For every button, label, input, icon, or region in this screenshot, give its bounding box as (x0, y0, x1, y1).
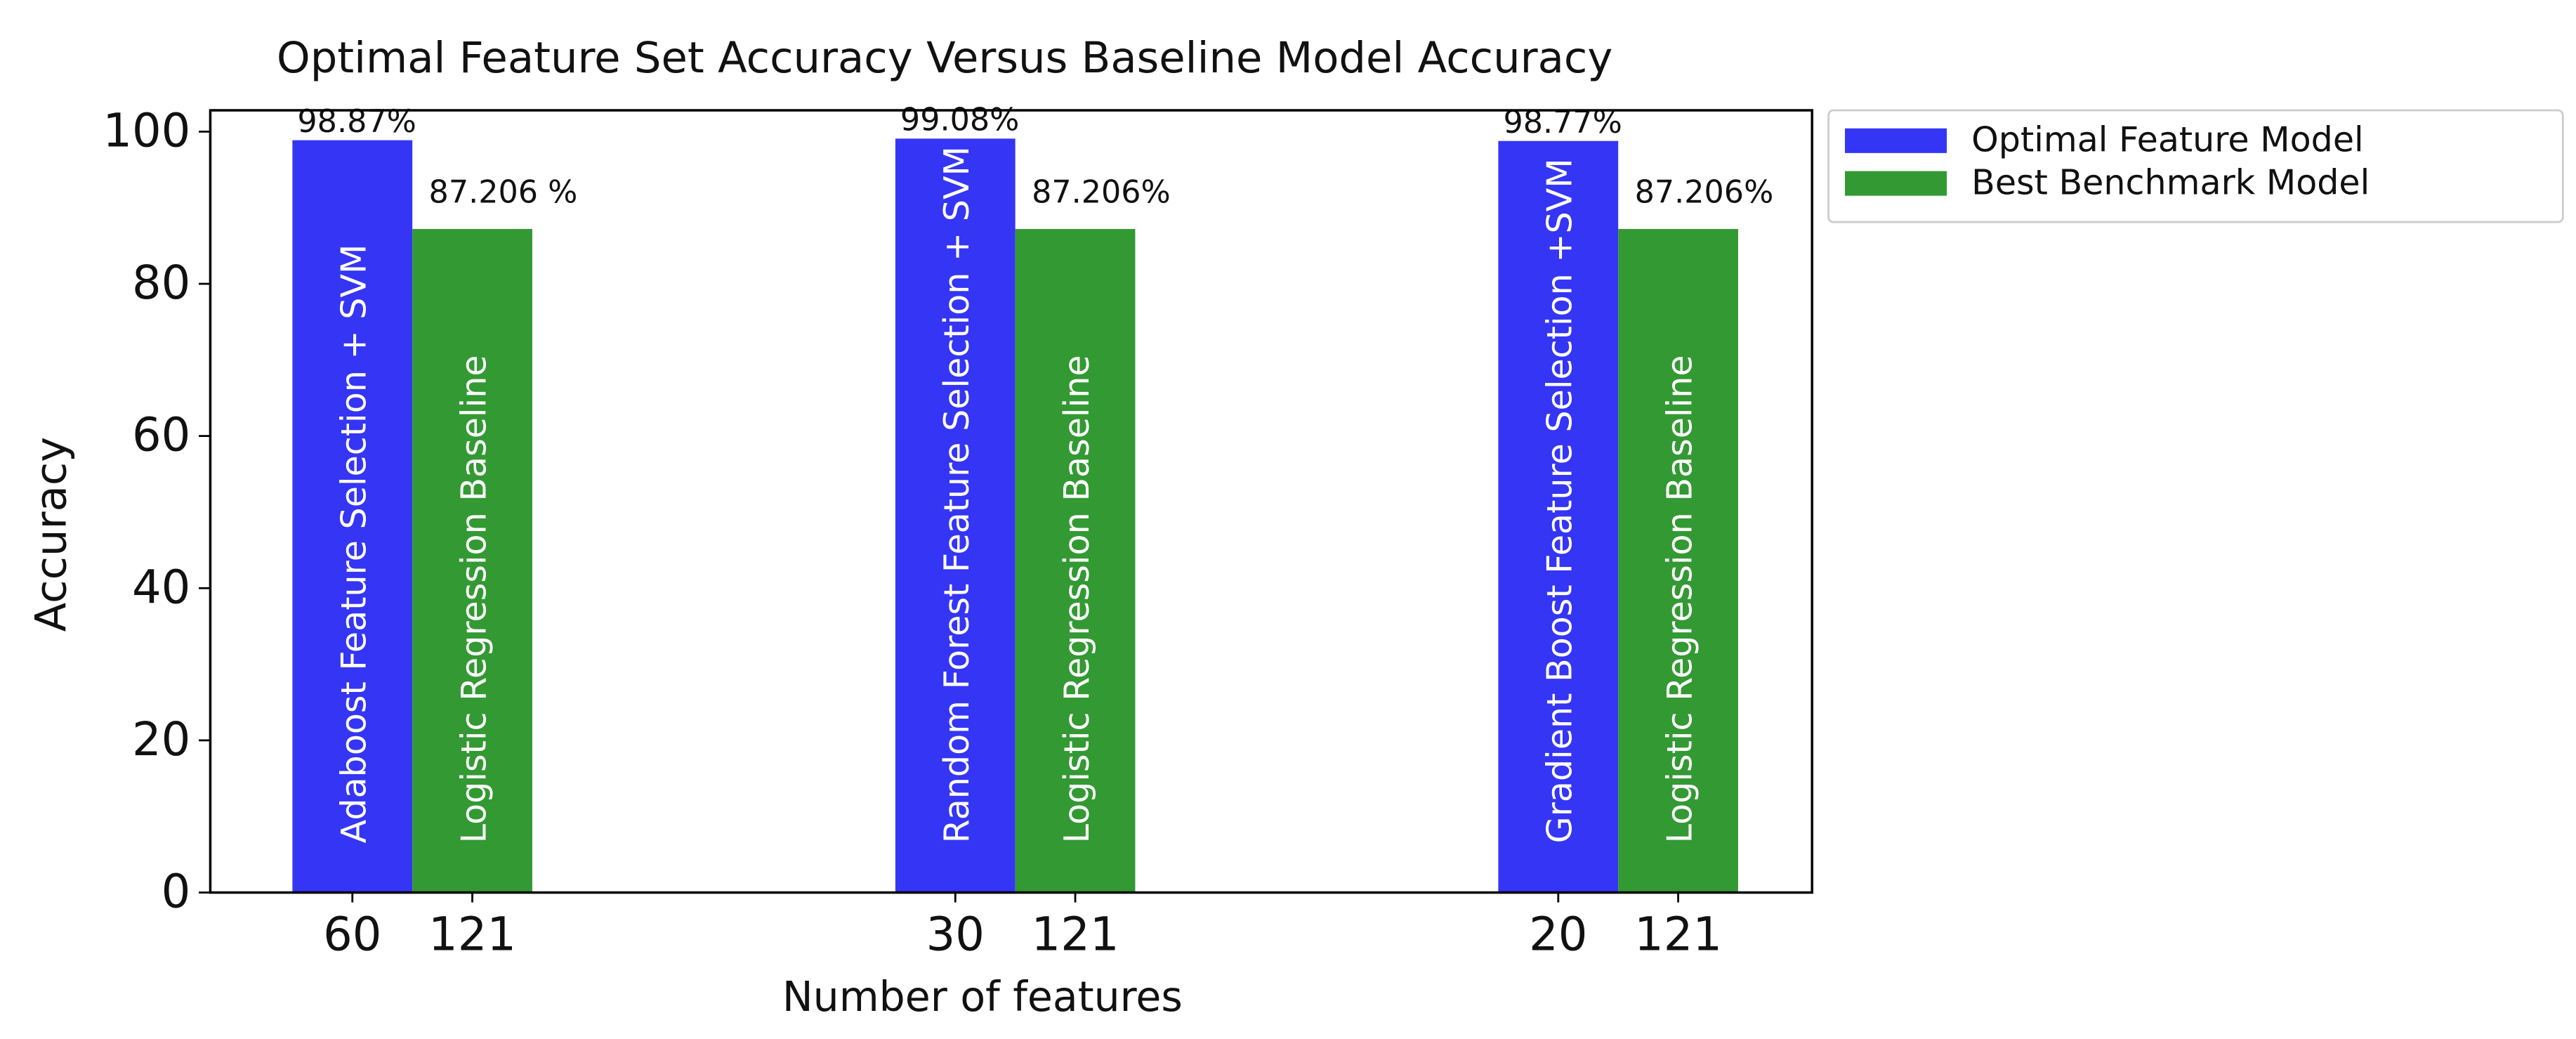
y-tick-label: 60 (132, 409, 190, 462)
bar-label: Adaboost Feature Selection + SVM (333, 244, 374, 844)
value-label: 87.206% (1032, 174, 1171, 210)
y-axis-label: Accuracy (27, 437, 77, 632)
x-axis-label: Number of features (782, 973, 1183, 1021)
bar (1015, 228, 1136, 893)
value-label: 87.206 % (429, 174, 578, 210)
bar-label: Logistic Regression Baseline (1056, 355, 1097, 843)
x-tick-label: 121 (1634, 908, 1722, 961)
value-label: 87.206% (1635, 174, 1774, 210)
bar-label: Logistic Regression Baseline (1659, 355, 1700, 843)
y-tick-label: 20 (132, 713, 190, 766)
x-tick-label: 121 (1032, 908, 1119, 961)
chart-title: Optimal Feature Set Accuracy Versus Base… (277, 34, 1612, 83)
bar-label: Gradient Boost Feature Selection +SVM (1539, 158, 1580, 843)
bar-label: Logistic Regression Baseline (453, 355, 494, 843)
bar (412, 228, 532, 893)
bar (292, 140, 413, 893)
legend-box (1827, 109, 2564, 223)
legend-swatch (1845, 171, 1947, 196)
legend-label: Optimal Feature Model (1971, 119, 2364, 160)
legend-label: Best Benchmark Model (1971, 162, 2370, 202)
x-tick-label: 60 (323, 908, 381, 961)
bar (1498, 141, 1619, 893)
x-tick-label: 20 (1529, 908, 1587, 961)
value-label: 99.08% (900, 103, 1019, 138)
bar (1618, 228, 1738, 893)
plot-frame (209, 109, 1813, 894)
x-tick-label: 121 (428, 908, 516, 961)
bar (895, 138, 1016, 893)
y-tick-label: 40 (132, 561, 190, 614)
bar-label: Random Forest Feature Selection + SVM (936, 146, 977, 843)
x-tick-label: 30 (926, 908, 985, 961)
y-tick-label: 80 (132, 256, 190, 310)
y-tick-label: 0 (162, 865, 191, 919)
legend-swatch (1845, 128, 1947, 153)
y-tick-label: 100 (103, 104, 190, 157)
